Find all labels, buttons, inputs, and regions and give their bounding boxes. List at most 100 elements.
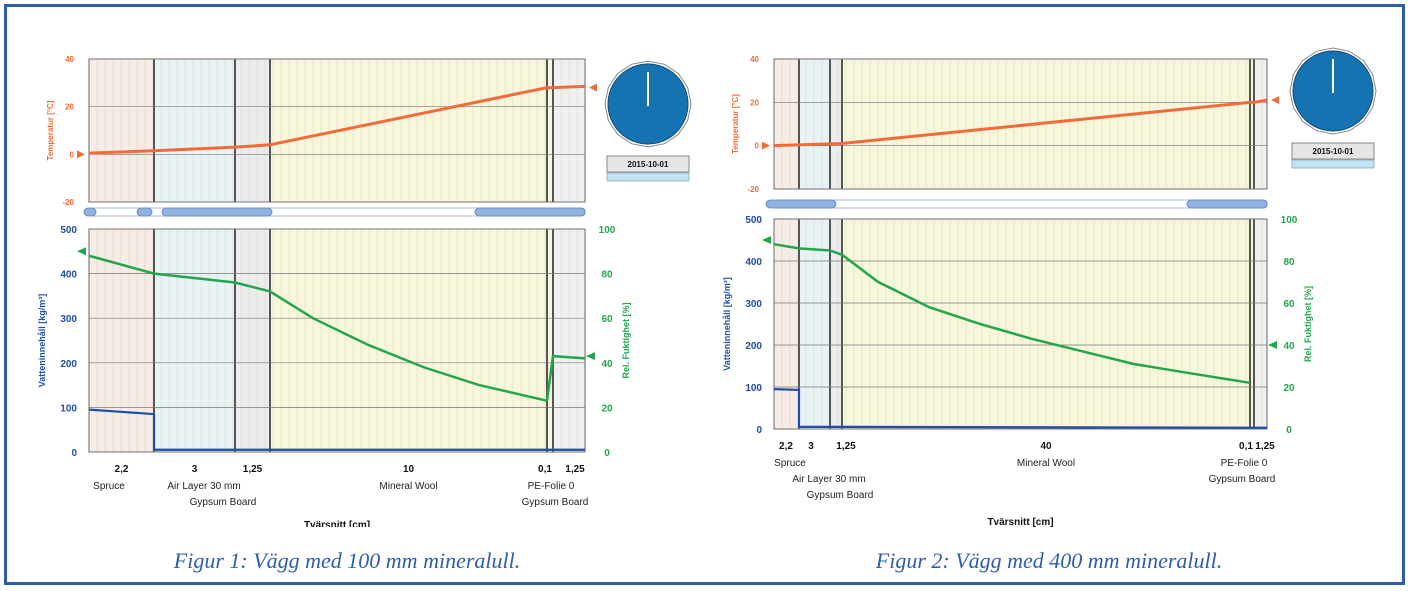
layer-material-label: Gypsum Board: [522, 497, 589, 508]
date-box: [1291, 142, 1375, 160]
rh-tick-label: 20: [1283, 383, 1295, 394]
layer-thickness-label: 0,1: [538, 464, 552, 475]
water-tick-label: 400: [60, 270, 77, 281]
layer-thickness-label: 0,1: [1239, 441, 1253, 452]
water-tick-label: 300: [745, 299, 762, 310]
temp-tick-label: 40: [65, 55, 74, 64]
temp-left-marker: [77, 150, 85, 159]
temp-layer-bg-5: [1250, 59, 1254, 189]
layer-material-label: Spruce: [93, 481, 125, 492]
temp-axis-label: Temperatur [°C]: [46, 100, 55, 160]
water-tick-label: 200: [60, 359, 77, 370]
temp-layer-bg-1: [774, 59, 799, 189]
layer-material-label: Gypsum Board: [190, 497, 257, 508]
layer-material-label: Gypsum Board: [1209, 474, 1276, 485]
water-tick-label: 500: [745, 215, 762, 226]
rh-tick-label: 80: [1283, 257, 1295, 268]
temp-layer-bg-2: [799, 59, 830, 189]
water-layer-bg-2: [154, 229, 235, 452]
layer-scrollbar-segment: [1186, 199, 1268, 209]
layer-scrollbar-segment: [161, 207, 273, 217]
rh-tick-label: 100: [599, 225, 616, 236]
water-axis-label: Vatteninnehåll [kg/m³]: [37, 294, 47, 388]
relative-humidity-line: [88, 254, 586, 403]
temp-tick-label: -20: [747, 185, 759, 194]
water-layer-bg-6: [1254, 219, 1267, 429]
x-axis-label: Tvärsnitt [cm]: [304, 520, 370, 527]
layer-scrollbar-segment: [83, 207, 97, 217]
temp-axis-label: Temperatur [°C]: [731, 94, 740, 154]
temp-layer-bg-5: [547, 59, 553, 202]
layer-material-label: Mineral Wool: [1017, 458, 1075, 469]
layer-thickness-label: 3: [192, 464, 198, 475]
layer-thickness-label: 1,25: [1255, 441, 1275, 452]
water-layer-bg-2: [799, 219, 830, 429]
temp-left-marker: [762, 141, 770, 150]
layer-thickness-label: 1,25: [243, 464, 263, 475]
layer-material-label: Air Layer 30 mm: [167, 481, 240, 492]
layer-thickness-label: 3: [808, 441, 814, 452]
temp-tick-label: 20: [750, 98, 759, 107]
temp-right-marker: [1271, 96, 1279, 105]
layer-material-label: PE-Folie 0: [1221, 458, 1268, 469]
water-layer-bg-5: [1250, 219, 1254, 429]
water-tick-label: 0: [756, 425, 762, 436]
layer-material-label: Spruce: [774, 458, 806, 469]
water-tick-label: 0: [71, 448, 77, 459]
rh-tick-label: 20: [601, 403, 613, 414]
layer-thickness-label: 1,25: [565, 464, 585, 475]
temp-tick-label: 0: [755, 142, 760, 151]
water-layer-bg-5: [547, 229, 553, 452]
rh-tick-label: 40: [1283, 341, 1295, 352]
rh-tick-label: 40: [601, 359, 613, 370]
rh-tick-label: 80: [601, 270, 613, 281]
rh-axis-label: Rel. Fuktighet [%]: [1303, 286, 1313, 362]
layer-material-label: Air Layer 30 mm: [792, 474, 865, 485]
rh-tick-label: 0: [1286, 425, 1292, 436]
water-layer-bg-1: [89, 229, 154, 452]
water-axis-label: Vatteninnehåll [kg/m³]: [722, 277, 732, 371]
temp-right-marker: [589, 83, 597, 92]
figure-1-caption: Figur 1: Vägg med 100 mm mineralull.: [173, 548, 521, 573]
temperature-line: [773, 98, 1268, 148]
layer-material-label: Gypsum Board: [807, 490, 874, 501]
layer-scrollbar-segment: [474, 207, 586, 217]
temp-layer-bg-3: [830, 59, 842, 189]
temp-tick-label: 20: [65, 103, 74, 112]
temp-layer-bg-2: [154, 59, 235, 202]
date-progress-bar: [1291, 159, 1375, 169]
rh-tick-label: 100: [1281, 215, 1298, 226]
temp-tick-label: 0: [70, 150, 75, 159]
temp-layer-bg-1: [89, 59, 154, 202]
x-axis-label: Tvärsnitt [cm]: [987, 517, 1053, 527]
water-tick-label: 100: [745, 383, 762, 394]
layer-thickness-label: 40: [1040, 441, 1052, 452]
layer-scrollbar-segment: [765, 199, 837, 209]
temp-layer-bg-6: [1254, 59, 1267, 189]
water-layer-bg-1: [774, 219, 799, 429]
rh-left-marker: [77, 247, 86, 256]
layer-thickness-label: 1,25: [836, 441, 856, 452]
date-label: 2015-10-01: [628, 160, 669, 169]
layer-material-label: Mineral Wool: [379, 481, 437, 492]
figure-2: 40 20 0 -20 Temperatur [°C] 500 400 300 200 100 0 1…: [697, 7, 1402, 527]
layer-scrollbar-segment: [136, 207, 153, 217]
water-tick-label: 100: [60, 403, 77, 414]
date-progress-bar: [606, 172, 690, 182]
rh-tick-label: 60: [601, 314, 613, 325]
rh-tick-label: 60: [1283, 299, 1295, 310]
water-tick-label: 200: [745, 341, 762, 352]
water-content-line: [88, 408, 585, 451]
layer-material-label: PE-Folie 0: [528, 481, 575, 492]
water-tick-label: 400: [745, 257, 762, 268]
water-tick-label: 500: [60, 225, 77, 236]
date-box: [606, 155, 690, 173]
temperature-line: [88, 84, 586, 155]
layer-thickness-label: 10: [403, 464, 415, 475]
water-content-line: [773, 388, 1267, 429]
water-layer-bg-4: [270, 229, 547, 452]
rh-right-marker: [1268, 341, 1277, 349]
water-layer-bg-3: [830, 219, 842, 429]
